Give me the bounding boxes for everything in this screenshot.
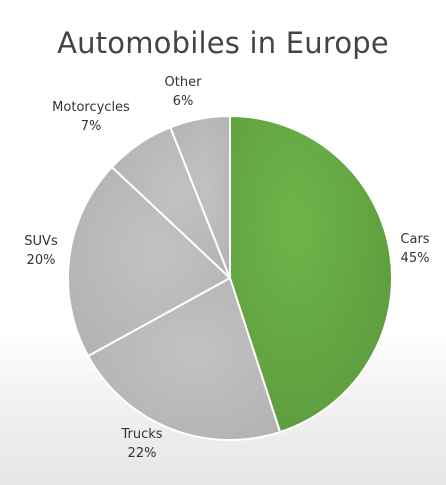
slice-label-cars: Cars xyxy=(400,232,429,247)
pie-slice-trucks xyxy=(87,277,282,441)
slice-value-trucks: 22% xyxy=(128,446,157,461)
slice-label-other: Other xyxy=(165,75,203,90)
slice-value-cars: 45% xyxy=(401,251,430,266)
slice-label-trucks: Trucks xyxy=(120,427,162,442)
slice-value-motorcycles: 7% xyxy=(81,119,102,134)
slice-label-suvs: SUVs xyxy=(24,234,58,249)
pie-slice-suvs xyxy=(67,166,231,358)
slice-label-motorcycles: Motorcycles xyxy=(52,100,130,115)
chart-title: Automobiles in Europe xyxy=(57,26,389,60)
pie-slice-other xyxy=(169,115,231,279)
slice-value-other: 6% xyxy=(173,94,194,109)
pie-slice-cars xyxy=(229,115,393,434)
slice-value-suvs: 20% xyxy=(27,253,56,268)
